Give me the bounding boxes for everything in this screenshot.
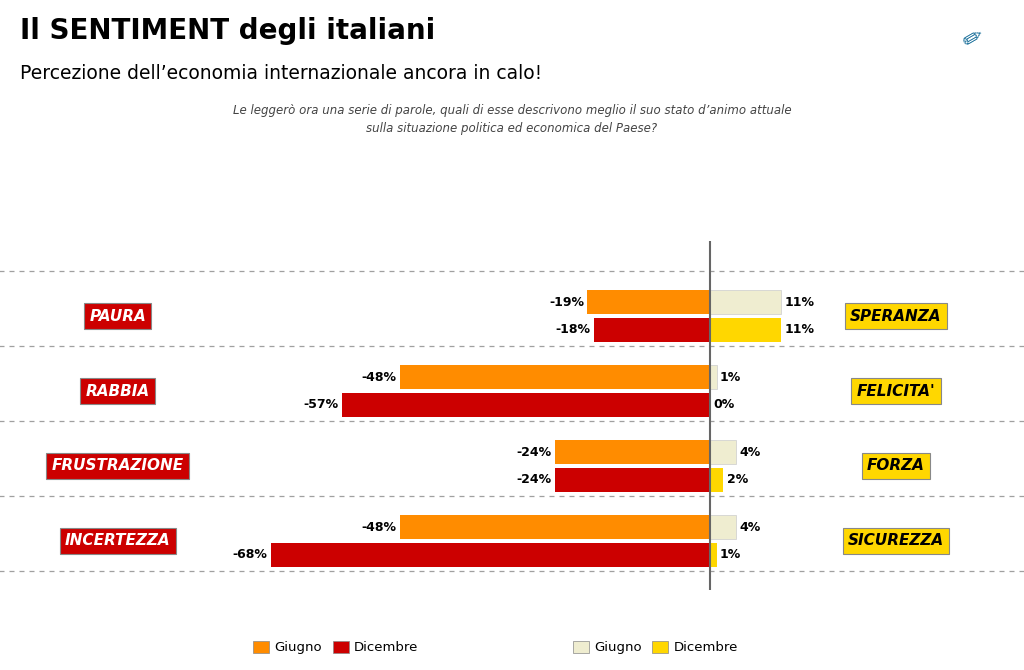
Text: SICUREZZA: SICUREZZA: [848, 533, 944, 549]
Text: -18%: -18%: [556, 324, 591, 336]
Text: FRUSTRAZIONE: FRUSTRAZIONE: [51, 458, 184, 474]
Text: 4%: 4%: [739, 521, 761, 533]
Bar: [711, 515, 736, 539]
Text: 11%: 11%: [784, 324, 815, 336]
Bar: [594, 318, 711, 342]
Text: RABBIA: RABBIA: [86, 383, 150, 399]
Text: INCERTEZZA: INCERTEZZA: [65, 533, 171, 549]
Bar: [711, 365, 717, 389]
Text: FELICITA': FELICITA': [857, 383, 935, 399]
Bar: [711, 440, 736, 464]
Bar: [711, 290, 781, 314]
Bar: [400, 365, 711, 389]
Text: 4%: 4%: [739, 446, 761, 458]
Text: Percezione dell’economia internazionale ancora in calo!: Percezione dell’economia internazionale …: [20, 64, 543, 82]
Text: 0%: 0%: [714, 399, 735, 411]
Text: -68%: -68%: [232, 548, 267, 561]
Bar: [342, 393, 711, 417]
Legend: Giugno, Dicembre: Giugno, Dicembre: [567, 636, 743, 660]
Text: 2%: 2%: [726, 473, 748, 486]
Bar: [400, 515, 711, 539]
Text: 1%: 1%: [720, 548, 741, 561]
Bar: [555, 440, 711, 464]
Text: -24%: -24%: [517, 446, 552, 458]
Text: FORZA: FORZA: [867, 458, 925, 474]
Text: -48%: -48%: [361, 521, 396, 533]
Text: -48%: -48%: [361, 371, 396, 384]
Text: 1%: 1%: [720, 371, 741, 384]
Bar: [555, 468, 711, 492]
Text: SPERANZA: SPERANZA: [850, 309, 942, 324]
Bar: [711, 543, 717, 567]
Bar: [711, 468, 723, 492]
Text: 11%: 11%: [784, 295, 815, 309]
Bar: [588, 290, 711, 314]
Text: -24%: -24%: [517, 473, 552, 486]
Text: -57%: -57%: [303, 399, 339, 411]
Text: Le leggerò ora una serie di parole, quali di esse descrivono meglio il suo stato: Le leggerò ora una serie di parole, qual…: [232, 104, 792, 135]
Text: Il SENTIMENT degli italiani: Il SENTIMENT degli italiani: [20, 17, 436, 45]
Bar: [711, 318, 781, 342]
Text: PAURA: PAURA: [89, 309, 146, 324]
Text: -19%: -19%: [549, 295, 585, 309]
Text: ✏: ✏: [958, 23, 988, 55]
Bar: [270, 543, 711, 567]
